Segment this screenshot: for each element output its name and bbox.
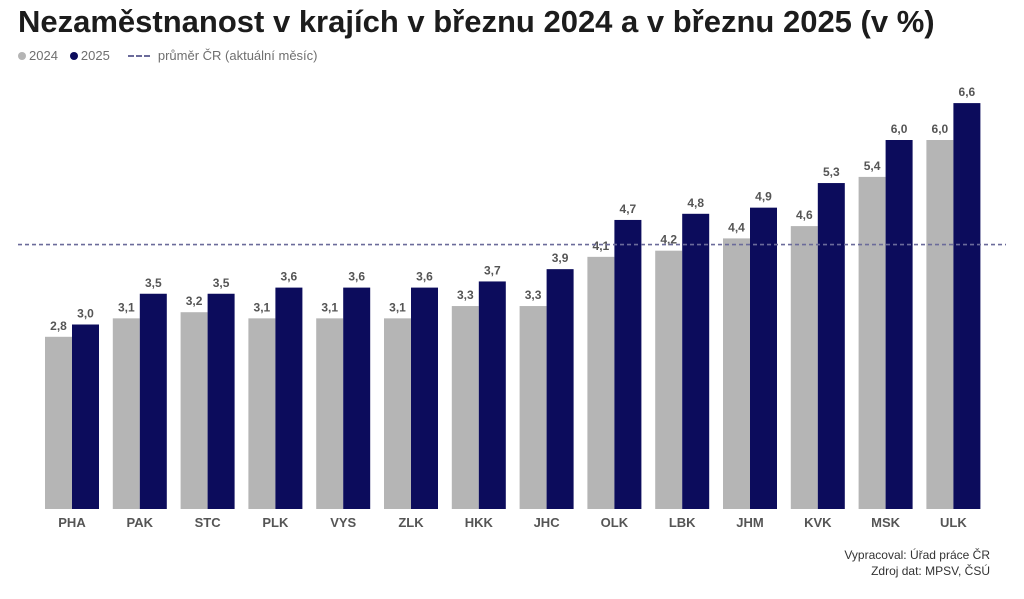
- bar-2025-ulk: [953, 103, 981, 509]
- bar-2024-vys: [316, 318, 344, 509]
- category-label-pak: PAK: [127, 515, 154, 530]
- data-label-2024-pak: 3,1: [118, 300, 135, 314]
- legend-swatch-average: [127, 54, 150, 57]
- data-label-2024-jhm: 4,4: [728, 220, 745, 234]
- data-label-2025-pak: 3,5: [145, 276, 162, 290]
- bar-2025-msk: [885, 140, 913, 509]
- bar-2024-pha: [45, 336, 72, 509]
- legend-label-2025: 2025: [80, 48, 110, 63]
- bar-2025-kvk: [817, 183, 845, 510]
- bar-2025-stc: [207, 293, 235, 509]
- bar-2025-plk: [275, 287, 303, 509]
- bar-2024-pak: [112, 318, 140, 509]
- data-label-2025-lbk: 4,8: [687, 196, 704, 210]
- bar-2024-kvk: [790, 226, 818, 509]
- data-label-2024-zlk: 3,1: [389, 300, 406, 314]
- category-label-jhc: JHC: [534, 515, 561, 530]
- bar-2024-lbk: [655, 250, 683, 509]
- data-label-2024-hkk: 3,3: [457, 288, 474, 302]
- data-label-2025-msk: 6,0: [891, 122, 908, 136]
- data-label-2024-ulk: 6,0: [932, 122, 949, 136]
- legend-item-2025: 2025: [69, 48, 110, 63]
- legend: 2024 2025 průměr ČR (aktuální měsíc): [18, 48, 330, 63]
- bar-2024-msk: [858, 176, 886, 509]
- bar-2024-ulk: [926, 140, 954, 509]
- bar-2024-plk: [248, 318, 276, 509]
- category-label-olk: OLK: [601, 515, 629, 530]
- legend-label-average: průměr ČR (aktuální měsíc): [157, 48, 318, 63]
- data-label-2025-zlk: 3,6: [416, 270, 433, 284]
- chart-title: Nezaměstnanost v krajích v březnu 2024 a…: [18, 4, 935, 39]
- data-label-2025-ulk: 6,6: [959, 85, 976, 99]
- data-label-2024-stc: 3,2: [186, 294, 203, 308]
- category-label-stc: STC: [195, 515, 222, 530]
- source-data: Zdroj dat: MPSV, ČSÚ: [871, 564, 990, 578]
- bar-2025-olk: [614, 219, 642, 509]
- category-label-vys: VYS: [330, 515, 356, 530]
- bar-2025-lbk: [682, 213, 710, 510]
- data-label-2025-jhm: 4,9: [755, 190, 772, 204]
- category-label-zlk: ZLK: [398, 515, 424, 530]
- legend-item-2024: 2024: [18, 48, 58, 63]
- data-label-2025-olk: 4,7: [620, 202, 637, 216]
- bar-2024-olk: [587, 256, 615, 509]
- data-label-2024-pha: 2,8: [50, 319, 67, 333]
- category-label-hkk: HKK: [465, 515, 494, 530]
- bar-2025-jhc: [546, 269, 574, 509]
- data-label-2024-olk: 4,1: [593, 239, 610, 253]
- data-label-2025-plk: 3,6: [281, 270, 298, 284]
- bar-2025-vys: [343, 287, 371, 509]
- legend-swatch-2024: [18, 51, 26, 60]
- source-note: Vypracoval: Úřad práce ČR Zdroj dat: MPS…: [844, 547, 990, 579]
- bar-2025-hkk: [478, 281, 506, 509]
- category-label-ulk: ULK: [940, 515, 967, 530]
- category-label-lbk: LBK: [669, 515, 696, 530]
- legend-label-2024: 2024: [29, 48, 58, 63]
- source-author: Vypracoval: Úřad práce ČR: [844, 548, 990, 562]
- bar-2025-zlk: [411, 287, 438, 509]
- data-label-2024-jhc: 3,3: [525, 288, 542, 302]
- category-label-jhm: JHM: [736, 515, 763, 530]
- legend-swatch-2025: [69, 51, 78, 60]
- bar-2024-stc: [180, 312, 208, 509]
- data-label-2024-lbk: 4,2: [660, 233, 677, 247]
- bar-2025-pha: [72, 324, 99, 509]
- data-label-2024-msk: 5,4: [864, 159, 881, 173]
- data-label-2025-jhc: 3,9: [552, 251, 569, 265]
- bar-2025-pak: [139, 293, 167, 509]
- data-label-2025-kvk: 5,3: [823, 165, 840, 179]
- data-label-2024-plk: 3,1: [254, 300, 271, 314]
- data-label-2025-hkk: 3,7: [484, 263, 501, 277]
- bar-2024-jhm: [723, 238, 750, 509]
- data-label-2024-vys: 3,1: [321, 300, 338, 314]
- data-label-2025-pha: 3,0: [77, 307, 94, 321]
- data-label-2025-stc: 3,5: [213, 276, 230, 290]
- legend-item-average: průměr ČR (aktuální měsíc): [122, 48, 318, 63]
- bar-2024-jhc: [519, 306, 547, 509]
- bar-2025-jhm: [750, 207, 777, 509]
- category-label-kvk: KVK: [804, 515, 832, 530]
- bar-2024-zlk: [384, 318, 411, 509]
- category-label-msk: MSK: [871, 515, 901, 530]
- category-label-pha: PHA: [58, 515, 86, 530]
- data-label-2024-kvk: 4,6: [796, 208, 813, 222]
- bar-2024-hkk: [451, 306, 479, 509]
- category-label-plk: PLK: [262, 515, 289, 530]
- data-label-2025-vys: 3,6: [348, 270, 365, 284]
